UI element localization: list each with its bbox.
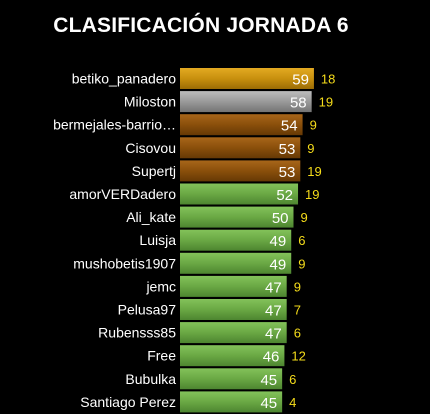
value-label: 47 (265, 279, 282, 296)
value-label: 53 (279, 164, 296, 181)
category-label: Luisja (139, 232, 176, 248)
secondary-value-label: 19 (305, 187, 319, 202)
bar (180, 368, 283, 390)
value-label: 47 (265, 326, 282, 343)
category-label: mushobetis1907 (73, 255, 176, 271)
category-label: Ali_kate (126, 209, 176, 225)
category-label: bermejales-barrio… (53, 117, 176, 133)
bar (180, 137, 301, 159)
secondary-value-label: 9 (301, 210, 308, 225)
bar (180, 68, 314, 89)
value-label: 47 (265, 303, 282, 320)
category-label: Free (147, 348, 176, 364)
value-label: 54 (281, 118, 298, 135)
category-label: Cisovou (125, 140, 176, 156)
bar (180, 299, 287, 320)
bar (180, 322, 287, 344)
bar (180, 345, 285, 367)
secondary-value-label: 9 (294, 279, 301, 294)
secondary-value-label: 19 (319, 95, 333, 110)
category-label: amorVERDadero (69, 186, 176, 202)
category-label: betiko_panadero (72, 71, 177, 87)
value-label: 58 (290, 95, 307, 112)
secondary-value-label: 18 (321, 72, 335, 87)
secondary-value-label: 4 (289, 395, 296, 410)
value-label: 50 (272, 210, 289, 227)
secondary-value-label: 19 (307, 164, 321, 179)
category-label: Miloston (124, 94, 176, 110)
value-label: 49 (270, 256, 287, 273)
value-label: 53 (279, 141, 296, 158)
category-label: Santiago Perez (80, 394, 176, 410)
value-label: 49 (270, 233, 287, 250)
secondary-value-label: 9 (310, 118, 317, 133)
secondary-value-label: 6 (294, 326, 301, 341)
category-label: jemc (145, 278, 176, 294)
value-label: 45 (260, 372, 277, 389)
secondary-value-label: 7 (294, 303, 301, 318)
category-label: Rubensss85 (98, 325, 176, 341)
secondary-value-label: 12 (291, 349, 305, 364)
category-label: Bubulka (125, 371, 176, 387)
value-label: 45 (260, 395, 277, 412)
bar (180, 252, 292, 274)
secondary-value-label: 9 (298, 256, 305, 271)
bar (180, 183, 299, 205)
category-label: Supertj (132, 163, 176, 179)
bar (180, 229, 292, 251)
bar (180, 160, 301, 182)
secondary-value-label: 9 (307, 141, 314, 156)
bar (180, 91, 312, 113)
value-label: 59 (292, 72, 309, 89)
secondary-value-label: 6 (298, 233, 305, 248)
bar (180, 114, 303, 136)
value-label: 46 (263, 349, 280, 366)
bar (180, 391, 283, 413)
secondary-value-label: 6 (289, 372, 296, 387)
category-label: Pelusa97 (118, 302, 177, 318)
chart-title: CLASIFICACIÓN JORNADA 6 (53, 14, 349, 37)
bar (180, 206, 294, 228)
value-label: 52 (276, 187, 293, 204)
bar (180, 275, 287, 297)
